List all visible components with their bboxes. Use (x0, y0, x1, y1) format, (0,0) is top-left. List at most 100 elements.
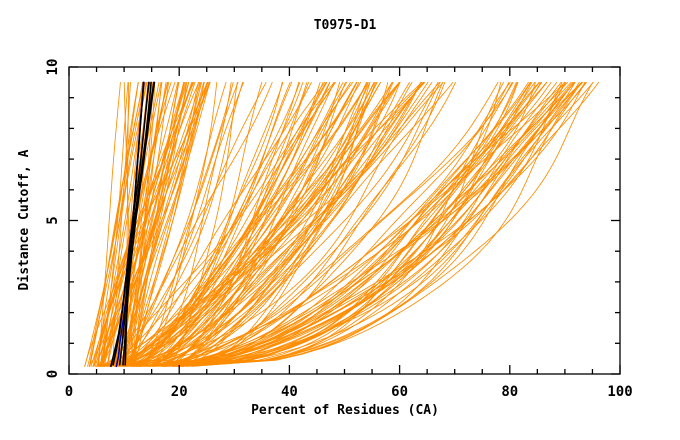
prediction-curve (165, 81, 511, 367)
prediction-curve (110, 81, 326, 367)
prediction-curve (132, 81, 211, 367)
prediction-curve (151, 81, 348, 367)
prediction-curve (123, 81, 344, 367)
prediction-curve (100, 81, 291, 367)
prediction-curve (154, 81, 499, 367)
prediction-curve (159, 81, 367, 367)
prediction-curve (179, 81, 389, 367)
prediction-curve (103, 81, 310, 367)
prediction-curve (127, 81, 312, 367)
prediction-curve (87, 81, 139, 367)
prediction-curve (163, 81, 504, 367)
prediction-curve (171, 81, 562, 367)
prediction-curve (123, 81, 163, 367)
prediction-curve (120, 81, 163, 367)
prediction-curve (98, 81, 433, 367)
prediction-curve (127, 81, 245, 367)
axis-tick-labels: 0 20 40 60 80 100 0 5 10 (45, 59, 633, 400)
prediction-curve (185, 81, 519, 367)
y-tick-label: 5 (45, 216, 61, 224)
prediction-curve (171, 81, 424, 367)
prediction-curve (136, 81, 401, 367)
prediction-curve (100, 81, 148, 367)
reference-curve-black-reference-4 (112, 81, 155, 366)
x-tick-label: 80 (501, 384, 518, 400)
prediction-curve (139, 81, 401, 367)
prediction-curve (173, 81, 575, 367)
prediction-curve (154, 81, 426, 367)
prediction-curve (135, 81, 358, 367)
prediction-curve (149, 81, 284, 367)
prediction-curve (103, 81, 400, 367)
prediction-curve (119, 81, 190, 367)
prediction-curve (135, 81, 218, 367)
y-tick-label: 0 (45, 370, 61, 378)
prediction-curve (133, 81, 201, 367)
prediction-curve (143, 81, 573, 367)
prediction-curve (84, 81, 144, 367)
prediction-curve (125, 81, 239, 367)
prediction-curve (121, 81, 185, 367)
y-tick-label: 10 (45, 59, 61, 76)
prediction-curve (162, 81, 300, 367)
prediction-curve (125, 81, 566, 367)
prediction-curve (112, 81, 131, 367)
prediction-curve (138, 81, 548, 367)
prediction-curve (153, 81, 569, 367)
prediction-curve (167, 81, 439, 367)
prediction-curve (118, 81, 354, 367)
prediction-curve (141, 81, 540, 367)
x-tick-label: 0 (65, 384, 73, 400)
prediction-curve (117, 81, 267, 367)
prediction-curve (108, 81, 205, 367)
prediction-curve (107, 81, 244, 367)
prediction-curve (140, 81, 510, 367)
prediction-curve (160, 81, 444, 367)
prediction-curve (101, 81, 147, 367)
x-tick-label: 20 (171, 384, 188, 400)
y-axis-title: Distance Cutoff, A (17, 149, 32, 290)
prediction-curve (171, 81, 518, 367)
prediction-curve (128, 81, 208, 367)
prediction-curve (138, 81, 423, 367)
prediction-curve (178, 81, 422, 367)
x-tick-label: 40 (281, 384, 298, 400)
prediction-curve (132, 81, 321, 367)
prediction-curve (84, 81, 195, 367)
prediction-curve (178, 81, 371, 367)
prediction-curve (151, 81, 424, 367)
page-title: T0975-D1 (314, 18, 377, 33)
prediction-curve (143, 81, 514, 367)
prediction-curve (97, 81, 139, 367)
prediction-curve (130, 81, 188, 367)
prediction-curve (152, 81, 393, 367)
prediction-curve (96, 81, 200, 367)
prediction-curve (124, 81, 335, 367)
prediction-curve (191, 81, 565, 367)
prediction-curve (133, 81, 594, 367)
prediction-curve (153, 81, 328, 367)
prediction-curve (187, 81, 533, 367)
prediction-curve (156, 81, 582, 367)
prediction-curve (172, 81, 441, 367)
prediction-curve (103, 81, 393, 367)
prediction-curve (175, 81, 563, 367)
prediction-curve (163, 81, 572, 367)
prediction-curve (123, 81, 199, 367)
prediction-curve (176, 81, 429, 367)
prediction-curve (143, 81, 234, 367)
prediction-curve (98, 81, 121, 367)
prediction-curve (177, 81, 594, 367)
x-tick-label: 100 (607, 384, 632, 400)
prediction-curve (99, 81, 151, 367)
reference-curves-group (110, 81, 156, 368)
prediction-curve (145, 81, 584, 367)
prediction-curves-group (84, 81, 600, 367)
x-axis-title: Percent of Residues (CA) (251, 403, 439, 418)
reference-curve-black-reference-5 (122, 81, 156, 366)
prediction-curve (179, 81, 583, 367)
prediction-curve (137, 81, 587, 367)
prediction-curve (182, 81, 543, 367)
